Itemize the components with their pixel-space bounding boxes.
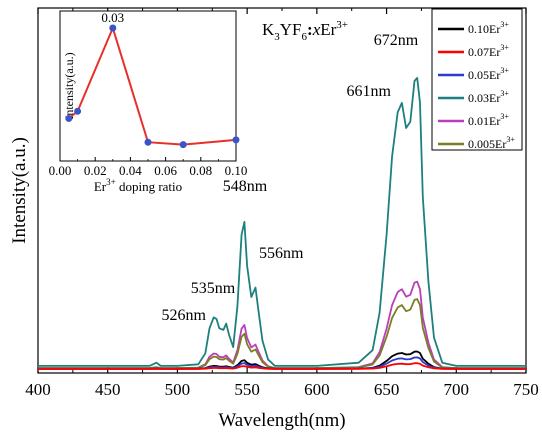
- inset-point-label: 0.03: [101, 10, 124, 25]
- legend-label: 0.10Er3+: [468, 20, 509, 36]
- peak-label-672nm: 672nm: [374, 32, 419, 49]
- legend-label: 0.03Er3+: [468, 89, 509, 105]
- legend-label: 0.07Er3+: [468, 43, 509, 59]
- legend: 0.10Er3+ 0.07Er3+ 0.05Er3+ 0.03Er3+ 0.01Er3+…: [431, 8, 523, 151]
- y-axis-label: Intensity(a.u.): [9, 137, 30, 244]
- x-axis-label: Wavelength(nm): [218, 410, 345, 431]
- inset-x-tick-label: 0.10: [225, 163, 248, 178]
- series-line-0p01Er: [38, 280, 526, 370]
- inset-x-tick-label: 0.08: [189, 163, 212, 178]
- x-tick-label: 550: [234, 380, 260, 399]
- peak-label-535nm: 535nm: [191, 280, 236, 297]
- x-tick-label: 600: [304, 380, 330, 399]
- series-line-0p07Er: [38, 362, 526, 370]
- main-plot: 400 450 500 550 600 650 700 750 Wavelength(nm) In…: [9, 7, 539, 431]
- x-tick-label: 700: [444, 380, 470, 399]
- x-tick-label: 500: [165, 380, 191, 399]
- inset-point: [179, 141, 187, 149]
- inset-point: [232, 136, 240, 144]
- inset-frame: [59, 10, 237, 162]
- inset-plot: 0.00 0.02 0.04 0.06 0.08 0.10 Er3+ doping rati…: [49, 10, 248, 194]
- series-line-0p03Er: [38, 77, 526, 367]
- inset-x-axis-label: Er3+ doping ratio: [94, 177, 182, 194]
- peak-label-548nm: 548nm: [223, 178, 268, 195]
- inset-point: [109, 24, 117, 32]
- peak-label-556nm: 556nm: [259, 245, 304, 262]
- legend-label: 0.01Er3+: [468, 112, 509, 128]
- legend-label: 0.05Er3+: [468, 66, 509, 82]
- x-tick-label: 450: [95, 380, 121, 399]
- peak-label-526nm: 526nm: [162, 307, 207, 324]
- x-tick-label: 400: [25, 380, 51, 399]
- inset-x-tick-label: 0.04: [119, 163, 142, 178]
- formula-label: K3YF6:xEr3+: [262, 19, 348, 43]
- x-tick-label: 750: [513, 380, 539, 399]
- inset-y-axis-label: Intensity(a.u.): [62, 52, 76, 119]
- series-line-0p005Er: [38, 298, 526, 370]
- peak-label-661nm: 661nm: [347, 83, 392, 100]
- x-tick-label: 650: [374, 380, 400, 399]
- legend-box: [431, 8, 523, 151]
- inset-point: [65, 114, 73, 122]
- inset-x-tick-label: 0.06: [154, 163, 177, 178]
- inset-point: [74, 107, 82, 115]
- legend-label: 0.005Er3+: [468, 135, 515, 151]
- inset-x-tick-label: 0.00: [49, 163, 72, 178]
- inset-point: [144, 138, 152, 146]
- inset-x-tick-label: 0.02: [84, 163, 107, 178]
